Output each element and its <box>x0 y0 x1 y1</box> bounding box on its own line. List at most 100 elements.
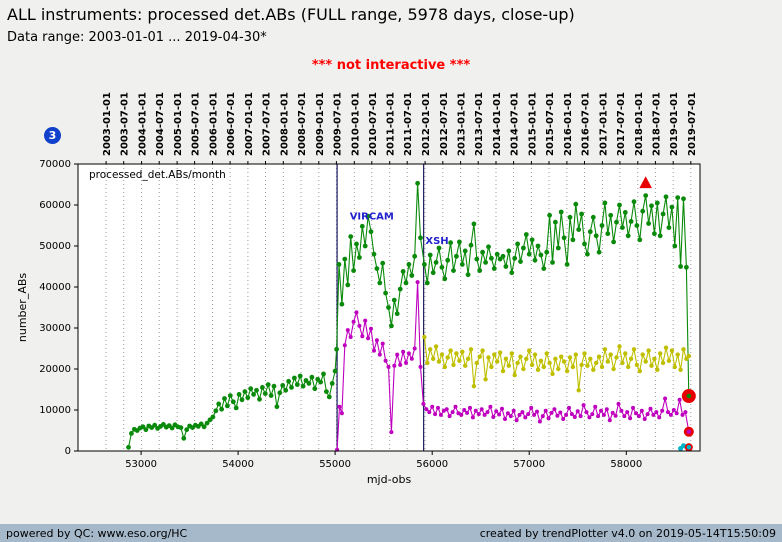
date-tick-label: 2017-07-01 <box>616 92 627 156</box>
series-point <box>412 346 417 351</box>
series-point <box>500 253 506 259</box>
series-point <box>550 371 555 377</box>
series-point <box>643 193 649 198</box>
annotation-xsh: XSH <box>425 236 448 247</box>
series-point <box>334 346 339 352</box>
date-tick-label: 2008-01-01 <box>279 92 290 156</box>
date-tick-label: 2019-07-01 <box>687 92 698 156</box>
series-point <box>222 396 227 401</box>
series-point <box>468 347 474 352</box>
footer-qc-link[interactable]: powered by QC: www.eso.org/HC <box>6 526 188 540</box>
series-point <box>643 359 648 364</box>
series-point <box>515 241 520 247</box>
series-point <box>377 280 383 286</box>
series-point <box>599 364 605 370</box>
series-point <box>666 225 672 231</box>
series-point <box>555 245 561 251</box>
series-point <box>169 425 175 431</box>
series-point <box>406 262 412 267</box>
series-point <box>626 364 631 370</box>
date-tick-label: 2015-07-01 <box>545 92 556 156</box>
series-point <box>225 403 230 409</box>
series-point <box>675 352 680 357</box>
date-tick-label: 2007-07-01 <box>262 92 273 156</box>
series-point <box>558 209 564 215</box>
series-point <box>569 412 574 417</box>
series-point <box>564 412 569 417</box>
series-point <box>613 413 618 418</box>
series-point <box>479 407 484 412</box>
series-point <box>403 280 409 286</box>
series-point <box>359 223 365 229</box>
series-point <box>625 410 630 415</box>
series-point <box>594 360 599 366</box>
series-point <box>572 415 577 419</box>
series-point <box>431 356 436 361</box>
series-point <box>306 381 312 386</box>
series-point <box>465 410 470 415</box>
series-point <box>251 392 256 397</box>
series-point <box>260 385 265 390</box>
series-point <box>329 381 335 386</box>
series-point <box>462 248 468 254</box>
series-point <box>360 334 365 339</box>
series-point <box>433 412 438 417</box>
series-point <box>421 401 426 406</box>
series-point <box>436 359 442 364</box>
series-point <box>400 269 406 274</box>
series-point <box>126 444 131 450</box>
date-tick-label: 2009-01-01 <box>315 92 326 156</box>
y-tick-label: 0 <box>65 446 71 457</box>
footer-bar: powered by QC: www.eso.org/HC created by… <box>0 524 782 542</box>
series-point <box>213 408 219 414</box>
series-point <box>181 435 187 441</box>
legend-label: processed_det.ABs/month <box>89 169 226 181</box>
series-point <box>483 260 488 265</box>
series-point <box>506 248 512 254</box>
series-point <box>671 408 676 412</box>
series-point <box>582 351 587 356</box>
series-point <box>424 280 430 286</box>
date-tick-label: 2013-07-01 <box>474 92 485 156</box>
series-point <box>535 409 539 414</box>
series-point <box>239 397 245 403</box>
series-point <box>430 404 435 409</box>
series-point <box>152 422 158 428</box>
series-point <box>486 355 491 360</box>
series-point <box>561 359 567 364</box>
y-tick-label: 70000 <box>39 159 71 170</box>
series-point <box>521 245 526 251</box>
series-point <box>280 383 286 388</box>
series-point <box>544 351 549 356</box>
series-point <box>471 384 477 389</box>
series-point <box>354 310 359 315</box>
series-point <box>547 212 552 218</box>
series-point <box>570 237 576 243</box>
series-point <box>616 401 621 406</box>
series-point <box>573 201 579 207</box>
series-point <box>433 344 439 349</box>
series-point <box>634 223 640 228</box>
series-point <box>418 235 423 241</box>
series-point <box>383 290 388 296</box>
series-point <box>657 233 663 239</box>
series-point <box>654 200 660 206</box>
date-tick-label: 2008-07-01 <box>297 92 308 156</box>
date-tick-label: 2019-01-01 <box>669 92 680 156</box>
series-point <box>457 239 462 245</box>
series-point <box>610 410 615 415</box>
date-tick-label: 2012-07-01 <box>439 92 450 156</box>
series-point <box>433 260 439 265</box>
series-point <box>567 355 573 360</box>
series-point <box>442 276 448 282</box>
series-point <box>579 211 584 217</box>
series-point <box>386 364 391 369</box>
series-point <box>573 352 578 357</box>
series-point <box>201 424 207 430</box>
series-point <box>497 350 503 355</box>
series-point <box>462 408 467 412</box>
date-tick-label: 2016-01-01 <box>563 92 574 156</box>
series-point <box>596 354 602 359</box>
y-tick-label: 50000 <box>39 241 71 252</box>
series-point <box>628 416 633 421</box>
